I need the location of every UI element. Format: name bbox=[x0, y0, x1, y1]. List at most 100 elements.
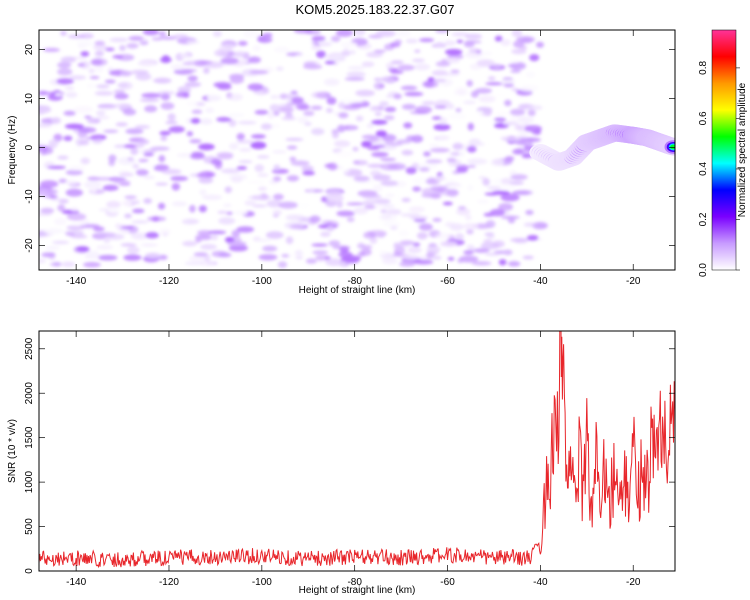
spectrogram-noise-cell bbox=[96, 84, 110, 89]
spectrogram-noise-cell bbox=[439, 117, 448, 125]
spectrogram-noise-cell bbox=[272, 210, 282, 215]
spectrogram-noise-cell bbox=[436, 135, 450, 141]
spectrogram-noise-cell bbox=[416, 232, 428, 240]
spectrogram-noise-cell bbox=[285, 236, 294, 245]
spectrogram-noise-cell bbox=[84, 180, 102, 189]
spectrogram-x-tick-label: -80 bbox=[347, 276, 362, 287]
spectrogram-noise-cell bbox=[366, 123, 374, 128]
spectrogram-noise-cell bbox=[260, 123, 273, 130]
spectrogram-noise-cell bbox=[157, 90, 175, 96]
spectrogram-noise-cell bbox=[130, 232, 150, 240]
spectrogram-noise-cell bbox=[77, 126, 97, 134]
spectrogram-noise-cell bbox=[504, 99, 512, 107]
spectrogram-noise-cell bbox=[123, 144, 138, 149]
spectrogram-noise-cell bbox=[254, 109, 269, 115]
spectrogram-noise-cell bbox=[53, 133, 63, 142]
spectrogram-noise-cell bbox=[311, 243, 328, 247]
spectrogram-noise-cell bbox=[446, 157, 457, 163]
spectrogram-noise-cell bbox=[516, 121, 525, 126]
spectrogram-noise-cell bbox=[465, 214, 472, 221]
spectrogram-noise-cell bbox=[468, 48, 481, 54]
spectrogram-noise-cell bbox=[293, 30, 313, 34]
spectrogram-noise-cell bbox=[361, 140, 372, 148]
spectrogram-noise-cell bbox=[233, 210, 248, 215]
spectrogram-noise-cell bbox=[408, 206, 425, 213]
spectrogram-noise-cell bbox=[270, 95, 280, 99]
spectrogram-noise-cell bbox=[224, 236, 235, 243]
spectrogram-noise-cell bbox=[158, 35, 178, 40]
spectrogram-noise-cell bbox=[257, 36, 273, 43]
spectrogram-noise-cell bbox=[73, 105, 94, 114]
spectrogram-noise-cell bbox=[336, 210, 355, 217]
spectrogram-noise-cell bbox=[311, 40, 319, 46]
spectrogram-noise-cell bbox=[380, 157, 397, 162]
spectrogram-noise-cell bbox=[355, 115, 364, 122]
spectrogram-noise-cell bbox=[45, 246, 61, 250]
spectrogram-noise-cell bbox=[297, 116, 309, 124]
spectrogram-noise-cell bbox=[405, 167, 417, 175]
spectrogram-noise-cell bbox=[177, 86, 192, 94]
spectrogram-noise-cell bbox=[326, 96, 337, 105]
spectrogram-x-tick-label: -100 bbox=[252, 276, 272, 287]
spectrogram-noise-cell bbox=[122, 108, 137, 116]
spectrogram-noise-cell bbox=[409, 215, 429, 220]
snr-y-tick-label: 1500 bbox=[24, 426, 35, 449]
snr-x-tick-label: -20 bbox=[626, 577, 641, 588]
spectrogram-noise-cell bbox=[65, 169, 83, 176]
spectrogram-noise-cell bbox=[373, 49, 386, 53]
spectrogram-noise-cell bbox=[143, 175, 155, 180]
spectrogram-noise-cell bbox=[405, 38, 419, 44]
colorbar-tick-label: 0.4 bbox=[698, 162, 709, 176]
spectrogram-noise-cell bbox=[455, 233, 465, 241]
colorbar-label: Normalized spectral amplitude bbox=[737, 82, 748, 217]
spectrogram-noise-cell bbox=[527, 109, 536, 117]
spectrogram-noise-cell bbox=[349, 102, 370, 108]
spectrogram-noise-cell bbox=[39, 123, 52, 128]
spectrogram-noise-cell bbox=[380, 163, 399, 171]
spectrogram-noise-cell bbox=[505, 225, 517, 231]
spectrogram-noise-cell bbox=[432, 217, 442, 222]
spectrogram-noise-cell bbox=[425, 159, 443, 164]
spectrogram-noise-cell bbox=[64, 180, 78, 185]
spectrogram-noise-cell bbox=[143, 198, 153, 204]
spectrogram-noise-cell bbox=[60, 30, 67, 36]
spectrogram-noise-cell bbox=[133, 200, 140, 205]
spectrogram-noise-cell bbox=[290, 160, 310, 166]
snr-y-tick-label: 2500 bbox=[24, 337, 35, 360]
spectrogram-noise-cell bbox=[520, 37, 533, 44]
spectrogram-noise-cell bbox=[467, 184, 474, 192]
spectrogram-noise-cell bbox=[247, 83, 264, 91]
spectrogram-noise-cell bbox=[158, 154, 166, 163]
spectrogram-noise-cell bbox=[184, 261, 205, 266]
spectrogram-noise-cell bbox=[60, 56, 76, 63]
spectrogram-noise-cell bbox=[401, 149, 414, 156]
spectrogram-noise-cell bbox=[238, 160, 253, 164]
spectrogram-noise-cell bbox=[500, 39, 511, 46]
colorbar-tick-label: 0.6 bbox=[698, 111, 709, 125]
spectrogram-noise-cell bbox=[160, 102, 175, 110]
spectrogram-noise-cell bbox=[63, 135, 73, 142]
spectrogram-noise-cell bbox=[254, 164, 265, 172]
spectrogram-noise-cell bbox=[401, 103, 416, 110]
spectrogram-noise-cell bbox=[474, 110, 484, 115]
spectrogram-noise-cell bbox=[121, 243, 135, 247]
spectrogram-noise-cell bbox=[398, 229, 410, 237]
spectrogram-noise-cell bbox=[304, 121, 312, 126]
spectrogram-noise-cell bbox=[445, 48, 463, 56]
spectrogram-noise-cell bbox=[109, 37, 129, 43]
spectrogram-noise-cell bbox=[66, 213, 87, 221]
spectrogram-noise-cell bbox=[182, 240, 198, 247]
snr-x-tick-label: -140 bbox=[66, 577, 86, 588]
spectrogram-noise-cell bbox=[267, 111, 275, 120]
spectrogram-noise-cell bbox=[84, 115, 91, 119]
snr-y-tick-label: 2000 bbox=[24, 382, 35, 405]
spectrogram-noise-cell bbox=[344, 77, 365, 81]
spectrogram-noise-cell bbox=[161, 168, 182, 175]
snr-x-tick-label: -100 bbox=[252, 577, 272, 588]
spectrogram-noise-cell bbox=[303, 110, 315, 116]
spectrogram-noise-cell bbox=[374, 111, 382, 117]
spectrogram-noise-cell bbox=[112, 54, 124, 59]
spectrogram-noise-cell bbox=[492, 240, 505, 248]
spectrogram-noise-cell bbox=[176, 152, 195, 158]
